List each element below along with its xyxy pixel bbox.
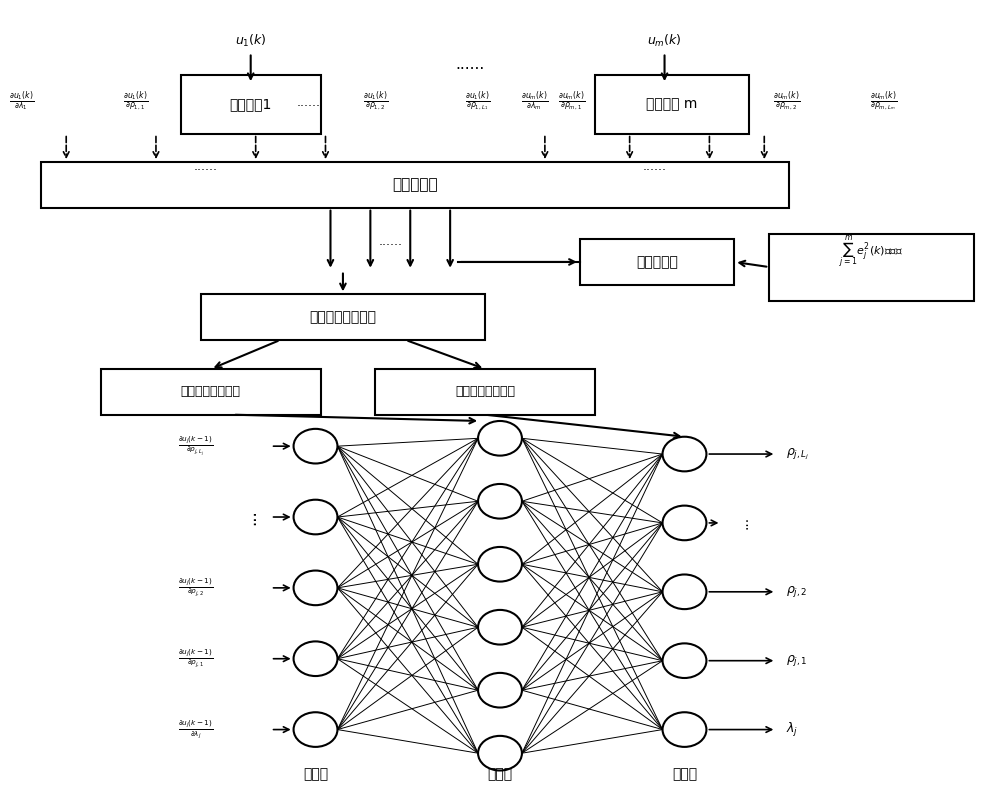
Circle shape (478, 421, 522, 456)
FancyBboxPatch shape (181, 74, 320, 134)
Text: 系统误差反向传播: 系统误差反向传播 (309, 310, 376, 324)
Text: $\rho_{j,2}$: $\rho_{j,2}$ (786, 585, 808, 600)
Text: 隐含层: 隐含层 (487, 767, 513, 781)
Circle shape (478, 735, 522, 770)
Text: ......: ...... (643, 160, 667, 173)
Text: $\frac{\partial u_j(k-1)}{\partial \lambda_j}$: $\frac{\partial u_j(k-1)}{\partial \lamb… (178, 718, 214, 741)
Text: 梯度信息1: 梯度信息1 (230, 97, 272, 111)
Text: ...: ... (736, 517, 750, 529)
FancyBboxPatch shape (41, 162, 789, 208)
Circle shape (663, 643, 706, 678)
Text: $\frac{\partial u_m(k)}{\partial \rho_{m,1}}$: $\frac{\partial u_m(k)}{\partial \rho_{m… (558, 90, 585, 115)
Text: $\frac{\partial u_m(k)}{\partial \lambda_m}$: $\frac{\partial u_m(k)}{\partial \lambda… (521, 90, 548, 115)
Text: $\frac{\partial u_m(k)}{\partial \rho_{m,L_m}}$: $\frac{\partial u_m(k)}{\partial \rho_{m… (870, 90, 897, 115)
Text: $u_1(k)$: $u_1(k)$ (235, 32, 267, 49)
Text: $u_m(k)$: $u_m(k)$ (647, 32, 682, 49)
Text: $\frac{\partial u_j(k-1)}{\partial \rho_{j,2}}$: $\frac{\partial u_j(k-1)}{\partial \rho_… (178, 577, 214, 599)
FancyBboxPatch shape (201, 294, 485, 340)
Text: ......: ...... (378, 235, 402, 248)
Text: ...: ... (242, 509, 260, 525)
Circle shape (663, 713, 706, 747)
Text: ......: ...... (455, 57, 485, 72)
Circle shape (663, 437, 706, 472)
Circle shape (478, 610, 522, 645)
FancyBboxPatch shape (101, 369, 320, 415)
FancyBboxPatch shape (595, 74, 749, 134)
Text: $\frac{\partial u_1(k)}{\partial \rho_{1,1}}$: $\frac{\partial u_1(k)}{\partial \rho_{1… (123, 90, 149, 115)
Text: $\frac{\partial u_1(k)}{\partial \rho_{1,L_1}}$: $\frac{\partial u_1(k)}{\partial \rho_{1… (465, 90, 491, 115)
FancyBboxPatch shape (580, 239, 734, 284)
Text: 更新输出层权系数: 更新输出层权系数 (455, 386, 515, 398)
Circle shape (478, 673, 522, 708)
Text: $\frac{\partial u_m(k)}{\partial \rho_{m,2}}$: $\frac{\partial u_m(k)}{\partial \rho_{m… (773, 90, 800, 115)
Text: 输出层: 输出层 (672, 767, 697, 781)
Circle shape (663, 506, 706, 540)
Circle shape (294, 500, 337, 534)
Circle shape (478, 484, 522, 518)
Text: 梯度下降法: 梯度下降法 (636, 255, 678, 269)
Text: $\rho_{j,L_j}$: $\rho_{j,L_j}$ (786, 446, 810, 461)
Text: $\lambda_j$: $\lambda_j$ (786, 720, 799, 739)
Text: $\frac{\partial u_j(k-1)}{\partial \rho_{j,1}}$: $\frac{\partial u_j(k-1)}{\partial \rho_… (178, 648, 214, 670)
Text: 梯度信息 m: 梯度信息 m (646, 97, 698, 111)
Circle shape (294, 570, 337, 605)
FancyBboxPatch shape (769, 234, 974, 300)
Text: $\rho_{j,1}$: $\rho_{j,1}$ (786, 653, 808, 668)
Text: $\sum_{j=1}^{m} e_j^2(k)$最小化: $\sum_{j=1}^{m} e_j^2(k)$最小化 (839, 234, 904, 271)
Text: 输入层: 输入层 (303, 767, 328, 781)
Circle shape (294, 641, 337, 676)
Circle shape (294, 713, 337, 747)
Text: 梯度信息集: 梯度信息集 (392, 177, 438, 192)
Text: 更新隐含层权系数: 更新隐含层权系数 (181, 386, 241, 398)
Text: ......: ...... (194, 160, 218, 173)
FancyBboxPatch shape (375, 369, 595, 415)
Text: $\frac{\partial u_j(k-1)}{\partial \rho_{j,L_j}}$: $\frac{\partial u_j(k-1)}{\partial \rho_… (178, 435, 214, 458)
Circle shape (663, 574, 706, 609)
Circle shape (478, 547, 522, 581)
Text: $\frac{\partial u_1(k)}{\partial \lambda_1}$: $\frac{\partial u_1(k)}{\partial \lambda… (9, 90, 34, 115)
Text: $\frac{\partial u_1(k)}{\partial \rho_{1,2}}$: $\frac{\partial u_1(k)}{\partial \rho_{1… (363, 90, 388, 115)
Circle shape (294, 429, 337, 464)
Text: ......: ...... (297, 96, 321, 109)
